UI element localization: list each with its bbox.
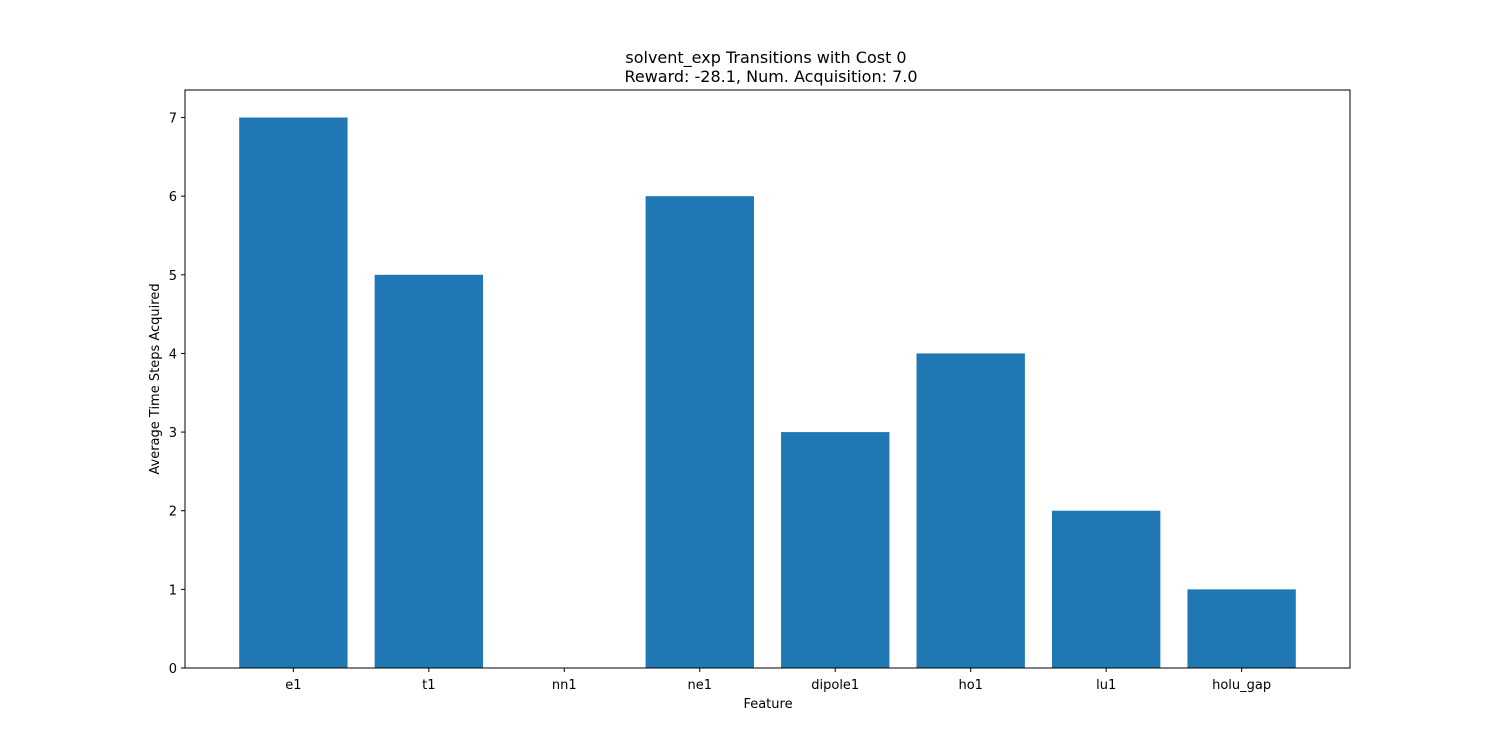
x-tick-label: nn1: [552, 678, 577, 693]
x-tick-label: dipole1: [811, 678, 859, 693]
bar-dipole1: [781, 432, 890, 668]
x-axis-ticks: e1 t1 nn1 ne1 dipole1 ho1 lu1 holu_gap: [285, 668, 1271, 693]
x-tick-label: ho1: [958, 678, 982, 693]
bar-ho1: [916, 353, 1025, 668]
x-tick-label: ne1: [688, 678, 713, 693]
x-tick-label: lu1: [1096, 678, 1116, 693]
bar-lu1: [1051, 510, 1161, 668]
y-tick-label: 6: [169, 190, 177, 205]
bar-holu_gap: [1187, 589, 1296, 668]
y-tick-label: 2: [169, 505, 177, 520]
y-tick-label: 3: [169, 426, 177, 441]
y-axis-label: Average Time Steps Acquired: [148, 283, 163, 474]
plot-frame: [184, 89, 1351, 669]
y-tick-label: 7: [169, 112, 177, 127]
y-tick-label: 5: [169, 269, 177, 284]
chart-title-line1: solvent_exp Transitions with Cost 0: [625, 48, 906, 68]
bar-e1: [239, 117, 348, 669]
x-tick-label: holu_gap: [1212, 678, 1271, 693]
x-tick-label: e1: [285, 678, 301, 693]
y-tick-label: 4: [169, 347, 177, 362]
y-tick-label: 1: [169, 583, 177, 598]
y-tick-label: 0: [169, 662, 177, 677]
bars-group: [239, 117, 1296, 669]
x-axis-label: Feature: [743, 697, 792, 712]
bar-t1: [374, 274, 484, 668]
x-tick-label: t1: [422, 678, 435, 693]
chart-title-line2: Reward: -28.1, Num. Acquisition: 7.0: [624, 67, 917, 86]
y-axis-ticks: 0 1 2 3 4 5 6 7: [169, 112, 185, 677]
bar-ne1: [645, 196, 754, 668]
